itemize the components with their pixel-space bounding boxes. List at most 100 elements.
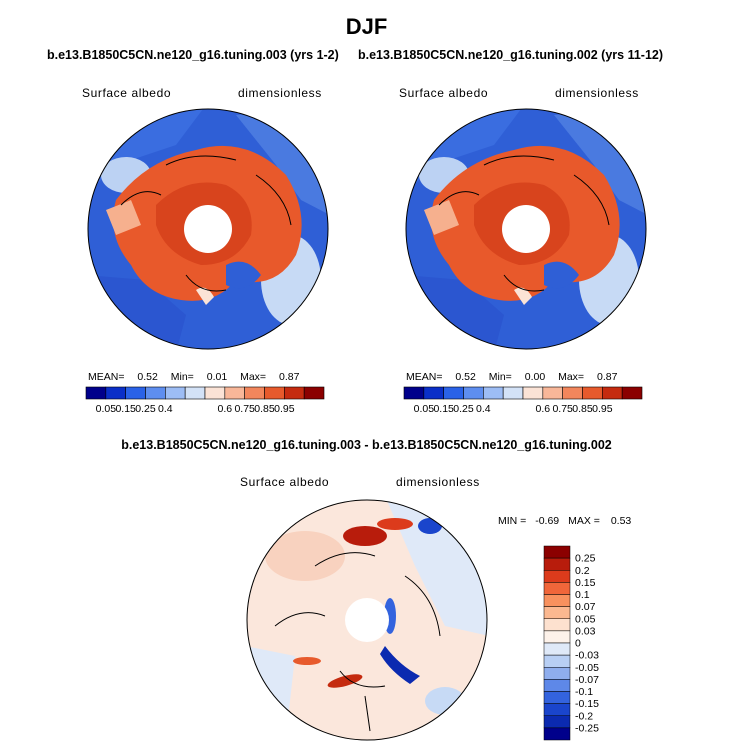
diff-stats: MIN = -0.69 MAX = 0.53 (498, 515, 631, 527)
left-stats: MEAN= 0.52 Min= 0.01 Max= 0.87 (88, 371, 299, 383)
colorbar-swatch (224, 386, 245, 400)
colorbar-swatch (543, 557, 571, 571)
colorbar-tick-label: 0.95 (274, 403, 295, 415)
left-variable-label: Surface albedo (82, 86, 172, 100)
colorbar-swatch (543, 703, 571, 716)
colorbar-tick-label: 0.75 (552, 403, 573, 415)
right-max-value: 0.87 (596, 371, 618, 383)
left-units-label: dimensionless (238, 86, 322, 100)
left-min-value: 0.01 (206, 371, 228, 383)
colorbar-tick-label: 0.25 (575, 553, 596, 565)
colorbar-swatch (543, 715, 571, 729)
colorbar-tick-label: 0.15 (115, 403, 136, 415)
colorbar-tick-label: -0.05 (575, 662, 599, 674)
colorbar-swatch (543, 582, 571, 595)
colorbar-tick-label: 0.95 (592, 403, 613, 415)
colorbar-tick-label: 0.75 (234, 403, 255, 415)
colorbar-tick-label: -0.03 (575, 650, 599, 662)
right-units-label: dimensionless (555, 86, 639, 100)
colorbar-swatch (423, 386, 444, 400)
colorbar-swatch (543, 679, 571, 692)
colorbar-tick-label: 0.15 (575, 577, 596, 589)
left-max-value: 0.87 (278, 371, 300, 383)
diff-polar-map (246, 499, 488, 741)
left-mean-label: MEAN= (88, 371, 125, 383)
colorbar-swatch (582, 386, 603, 400)
colorbar-tick-label: 0.85 (572, 403, 593, 415)
colorbar-swatch (463, 386, 484, 400)
colorbar-swatch (85, 386, 107, 400)
colorbar-tick-label: 0.1 (575, 589, 590, 601)
right-colorbar: 0.05 0.15 0.25 0.4 0.6 0.75 0.85 0.95 (403, 386, 643, 415)
colorbar-swatch (543, 606, 571, 619)
colorbar-swatch (145, 386, 166, 400)
colorbar-swatch (543, 594, 571, 607)
colorbar-tick-label: -0.2 (575, 710, 593, 722)
colorbar-swatch (264, 386, 285, 400)
colorbar-swatch (284, 386, 305, 400)
colorbar-tick-label: 0.15 (433, 403, 454, 415)
colorbar-swatch (165, 386, 186, 400)
right-case-title: b.e13.B1850C5CN.ne120_g16.tuning.002 (yr… (358, 48, 664, 62)
colorbar-swatch (543, 691, 571, 704)
right-polar-map (405, 108, 647, 350)
left-colorbar: 0.05 0.15 0.25 0.4 0.6 0.75 0.85 0.95 (85, 386, 325, 415)
colorbar-tick-label: -0.1 (575, 686, 593, 698)
colorbar-swatch (483, 386, 504, 400)
colorbar-tick-label: 0 (575, 638, 581, 650)
left-polar-map (87, 108, 329, 350)
diff-min-value: -0.69 (535, 515, 560, 527)
left-max-label: Max= (240, 371, 267, 383)
colorbar-swatch (543, 727, 571, 741)
colorbar-swatch (543, 570, 571, 583)
colorbar-tick-label: 0.07 (575, 601, 596, 613)
diff-max-value: 0.53 (610, 515, 632, 527)
colorbar-tick-label: 0.05 (575, 613, 596, 625)
colorbar-tick-label: 0.25 (453, 403, 474, 415)
colorbar-swatch (543, 642, 571, 656)
colorbar-tick-label: 0.03 (575, 625, 596, 637)
diff-units-label: dimensionless (396, 475, 480, 489)
colorbar-swatch (621, 386, 643, 400)
diff-colorbar: 0.250.20.150.10.070.050.030-0.03-0.05-0.… (543, 545, 599, 741)
colorbar-swatch (303, 386, 325, 400)
diff-max-label: MAX = (568, 515, 600, 527)
colorbar-tick-label: -0.25 (575, 722, 599, 734)
colorbar-tick-label: 0.6 (536, 403, 551, 415)
colorbar-swatch (543, 654, 571, 668)
diff-title: b.e13.B1850C5CN.ne120_g16.tuning.003 - b… (121, 438, 612, 452)
right-variable-label: Surface albedo (399, 86, 489, 100)
colorbar-swatch (542, 386, 563, 400)
colorbar-tick-label: 0.05 (414, 403, 435, 415)
colorbar-tick-label: 0.6 (218, 403, 233, 415)
colorbar-swatch (602, 386, 623, 400)
left-mean-value: 0.52 (137, 371, 158, 383)
right-stats: MEAN= 0.52 Min= 0.00 Max= 0.87 (406, 371, 617, 383)
colorbar-tick-label: 0.85 (254, 403, 275, 415)
right-max-label: Max= (558, 371, 585, 383)
colorbar-tick-label: 0.05 (96, 403, 117, 415)
colorbar-swatch (125, 386, 146, 400)
colorbar-swatch (543, 545, 571, 559)
colorbar-tick-label: 0.4 (158, 403, 173, 415)
colorbar-tick-label: 0.2 (575, 565, 590, 577)
right-min-label: Min= (488, 371, 512, 383)
diff-variable-label: Surface albedo (240, 475, 330, 489)
colorbar-swatch (543, 618, 571, 632)
left-case-title: b.e13.B1850C5CN.ne120_g16.tuning.003 (yr… (47, 48, 339, 62)
colorbar-swatch (105, 386, 126, 400)
page-title: DJF (345, 14, 388, 39)
colorbar-swatch (522, 386, 544, 400)
colorbar-tick-label: 0.4 (476, 403, 491, 415)
right-mean-value: 0.52 (455, 371, 476, 383)
colorbar-swatch (562, 386, 583, 400)
colorbar-swatch (184, 386, 206, 400)
right-min-value: 0.00 (524, 371, 546, 383)
right-mean-label: MEAN= (406, 371, 443, 383)
colorbar-swatch (204, 386, 226, 400)
colorbar-tick-label: 0.25 (135, 403, 156, 415)
colorbar-swatch (502, 386, 524, 400)
colorbar-tick-label: -0.07 (575, 674, 599, 686)
diff-min-label: MIN = (498, 515, 527, 527)
colorbar-swatch (244, 386, 265, 400)
